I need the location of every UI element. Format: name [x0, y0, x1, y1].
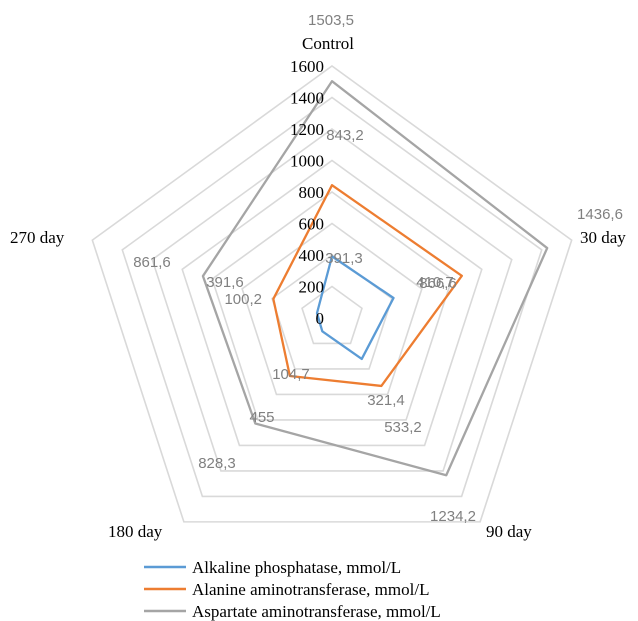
grid-ring-600 — [241, 222, 423, 396]
series-line-2 — [272, 184, 463, 388]
legend-label-2: Alanine aminotransferase, mmol/L — [192, 580, 429, 599]
axis-label-layer: Control 30 day 90 day 180 day 270 day — [10, 34, 626, 541]
tick-label: 1600 — [290, 57, 324, 76]
data-label: 455 — [249, 409, 274, 426]
data-label: 843,2 — [326, 127, 364, 144]
tick-label: 0 — [316, 309, 325, 328]
tick-label: 400 — [299, 246, 325, 265]
data-label: 533,2 — [384, 419, 422, 436]
axis-label-270-day: 270 day — [10, 228, 65, 247]
data-label: 410,7 — [416, 274, 454, 291]
data-label: 866,6 — [419, 275, 457, 292]
data-label: 1436,6 — [577, 206, 623, 223]
tick-label: 800 — [299, 183, 325, 202]
data-label: 828,3 — [198, 455, 236, 472]
legend: Alkaline phosphatase, mmol/L Alanine amin… — [144, 558, 441, 621]
tick-label: 1400 — [290, 89, 324, 108]
series-layer — [201, 80, 549, 477]
data-label: 391,6 — [206, 274, 244, 291]
axis-label-180-day: 180 day — [108, 522, 163, 541]
tick-label: 600 — [299, 215, 325, 234]
data-label: 100,2 — [224, 291, 262, 308]
tick-label-layer: 0 200 400 600 800 1000 1200 1400 1600 — [290, 57, 324, 328]
axis-label-control: Control — [302, 34, 354, 53]
grid-ring-1200 — [151, 128, 513, 472]
data-label: 321,4 — [367, 392, 405, 409]
tick-label: 200 — [299, 278, 325, 297]
grid-ring-200 — [301, 285, 363, 345]
legend-label-3: Aspartate aminotransferase, mmol/L — [192, 602, 441, 621]
tick-label: 1000 — [290, 152, 324, 171]
data-label: 391,3 — [325, 250, 363, 267]
data-label: 104,7 — [272, 366, 310, 383]
data-label: 1503,5 — [308, 12, 354, 29]
data-label-layer: 391,3 410,7 321,4 104,7 100,2 843,2 866,6 533,2… — [133, 12, 623, 525]
data-label: 861,6 — [133, 254, 171, 271]
tick-label: 1200 — [290, 120, 324, 139]
grid-ring-1400 — [121, 96, 543, 498]
grid-ring-400 — [271, 254, 393, 370]
series-line-3 — [201, 80, 549, 477]
data-label: 1234,2 — [430, 508, 476, 525]
legend-label-1: Alkaline phosphatase, mmol/L — [192, 558, 401, 577]
axis-label-30-day: 30 day — [580, 228, 626, 247]
axis-label-90-day: 90 day — [486, 522, 532, 541]
grid-ring-800 — [211, 191, 453, 421]
grid-ring-1600 — [91, 65, 573, 523]
series-line-1 — [315, 255, 395, 361]
